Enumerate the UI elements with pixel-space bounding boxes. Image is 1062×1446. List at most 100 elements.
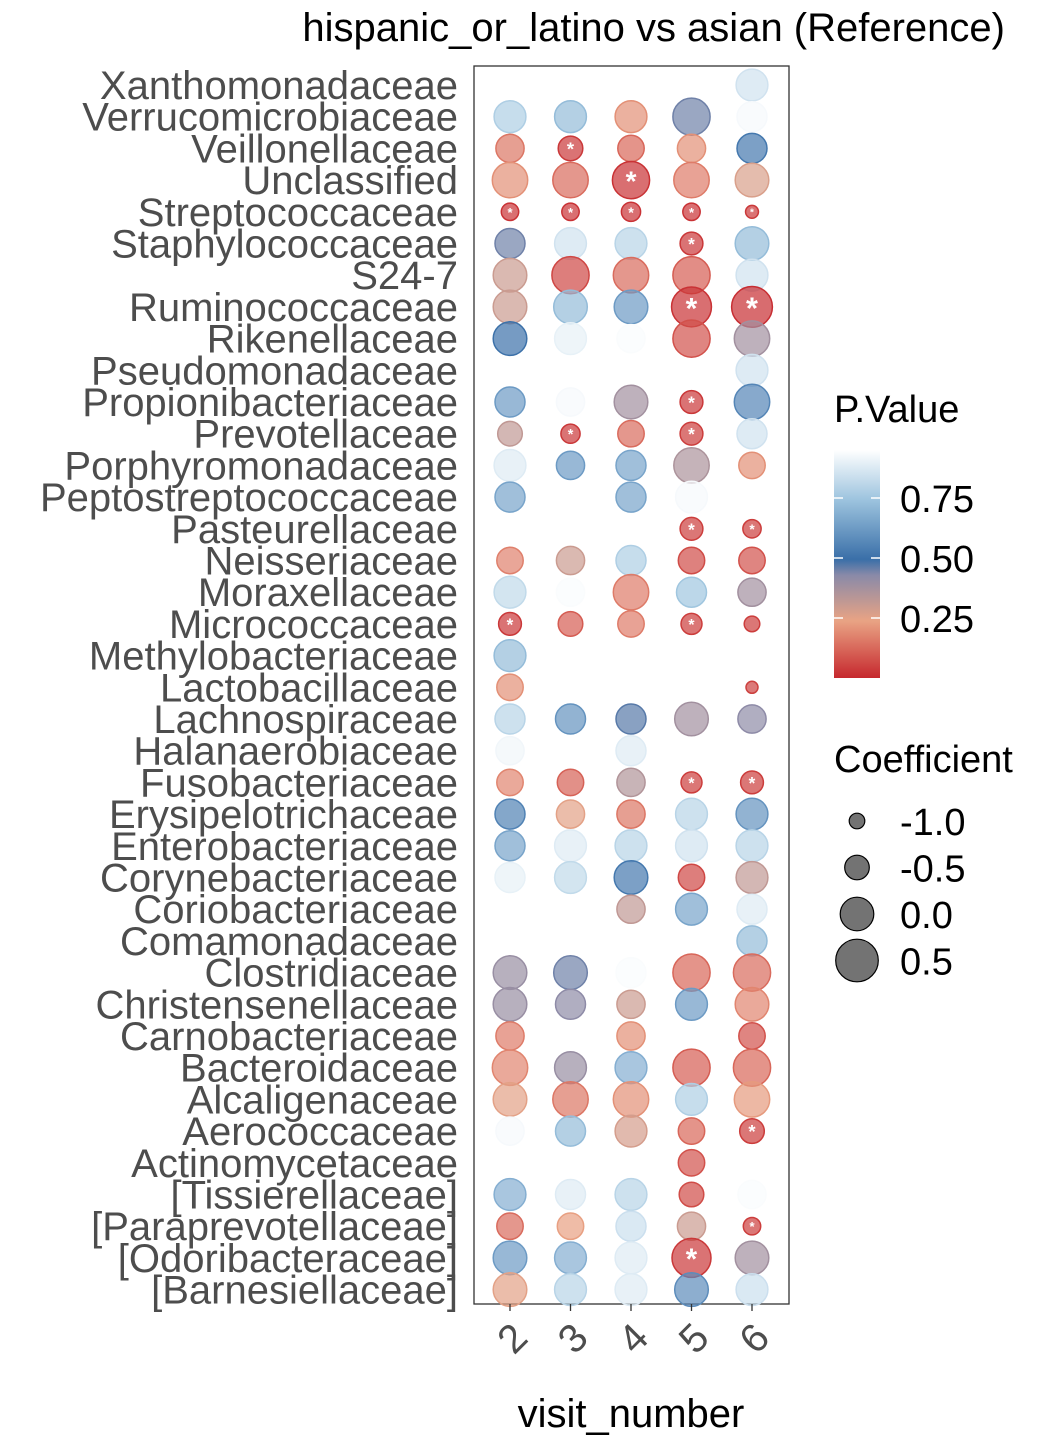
data-point <box>739 770 765 795</box>
colorbar-tick-label: 0.25 <box>900 599 974 641</box>
y-tick-label: [Paraprevotellaceae] <box>91 1205 458 1249</box>
data-point <box>616 894 646 925</box>
data-point <box>732 953 772 992</box>
y-tick-label: Ruminococcaceae <box>129 286 458 330</box>
data-point <box>735 353 769 387</box>
data-point <box>553 321 588 356</box>
data-point <box>552 955 589 991</box>
size-key-circle <box>839 896 875 932</box>
data-point <box>496 1212 524 1241</box>
data-point <box>677 546 706 575</box>
data-point <box>614 100 648 134</box>
data-point <box>555 577 586 608</box>
data-point <box>611 160 651 200</box>
significance-marker: * <box>688 393 695 412</box>
data-point <box>614 1114 648 1148</box>
y-tick-label: Veillonellaceae <box>191 127 458 171</box>
data-point <box>492 1081 528 1117</box>
y-tick-label: Staphylococcaceae <box>111 223 458 267</box>
data-point <box>738 1022 766 1050</box>
data-point <box>496 420 524 447</box>
y-tick-label: Pseudomonadaceae <box>91 349 458 393</box>
data-point <box>553 1272 588 1307</box>
data-point <box>736 132 768 165</box>
data-point <box>672 319 711 358</box>
data-point <box>552 289 589 325</box>
data-point <box>494 386 526 418</box>
data-point <box>553 829 588 863</box>
size-key-circle <box>835 938 879 983</box>
data-point <box>673 701 710 737</box>
data-point <box>496 768 524 797</box>
coefficient-legend-title: Coefficient <box>834 739 1013 781</box>
data-point <box>561 202 580 222</box>
x-tick-label: 5 <box>671 1315 718 1362</box>
data-point <box>555 387 586 417</box>
x-tick-label: 2 <box>489 1315 536 1362</box>
size-key-circle <box>848 812 866 830</box>
y-tick-label: S24-7 <box>351 254 458 298</box>
data-point <box>495 1116 525 1146</box>
significance-marker: * <box>568 205 574 220</box>
data-point <box>733 320 771 358</box>
data-point <box>617 134 645 163</box>
y-tick-label: Clostridiaceae <box>205 952 458 996</box>
significance-marker: * <box>688 775 695 792</box>
data-point <box>552 161 589 199</box>
data-point <box>672 97 711 137</box>
data-point <box>674 829 709 863</box>
significance-marker: * <box>507 615 514 634</box>
data-point <box>615 544 647 577</box>
data-point <box>494 830 526 862</box>
significance-marker: * <box>626 166 637 197</box>
y-tick-label: Moraxellaceae <box>198 571 458 615</box>
y-tick-label: Fusobacteriaceae <box>140 761 458 805</box>
data-point <box>614 226 648 261</box>
significance-marker: * <box>749 522 755 537</box>
data-point <box>617 419 645 448</box>
y-tick-label: Propionibacteriaceae <box>82 381 458 425</box>
data-point <box>494 227 526 260</box>
data-point <box>735 829 769 863</box>
data-point <box>495 735 525 766</box>
data-point <box>733 1080 771 1118</box>
data-point <box>553 100 588 134</box>
y-tick-label: Rikenellaceae <box>207 318 458 362</box>
y-tick-label: Corynebacteriaceae <box>100 857 458 901</box>
x-axis-ticks <box>509 1304 753 1311</box>
y-axis-labels: XanthomonadaceaeVerrucomicrobiaceaeVeill… <box>40 64 458 1313</box>
y-tick-label: Streptococcaceae <box>138 191 458 235</box>
data-point <box>557 610 584 637</box>
data-point <box>736 417 768 450</box>
y-tick-label: Unclassified <box>242 159 458 203</box>
data-point <box>615 449 647 482</box>
data-point <box>556 895 585 924</box>
data-point <box>612 1080 650 1118</box>
significance-marker: * <box>749 1219 755 1234</box>
significance-marker: * <box>689 205 695 220</box>
data-point <box>492 257 528 293</box>
data-point <box>552 1080 589 1118</box>
data-points: * * * * * * * * * * * * * * * * * * * * * * <box>491 68 774 1308</box>
data-point <box>674 480 709 514</box>
data-point <box>734 986 770 1022</box>
y-tick-label: Coriobacteriaceae <box>133 888 458 932</box>
data-point <box>679 389 704 415</box>
significance-marker: * <box>686 292 698 325</box>
y-tick-label: Aerococcaceae <box>182 1110 458 1154</box>
data-point <box>679 231 704 256</box>
significance-marker: * <box>686 1244 698 1276</box>
data-point <box>735 1272 769 1307</box>
data-point <box>738 546 766 575</box>
size-key-label: 0.5 <box>900 942 953 984</box>
pvalue-colorbar <box>834 450 880 678</box>
significance-marker: * <box>688 617 695 634</box>
y-tick-label: [Odoribacteraceae] <box>118 1237 458 1281</box>
data-point <box>736 100 768 133</box>
data-point <box>495 1021 525 1051</box>
y-tick-label: Halanaerobiaceae <box>133 730 458 774</box>
y-tick-label: Alcaligenaceae <box>187 1078 458 1122</box>
data-point <box>556 1212 585 1241</box>
